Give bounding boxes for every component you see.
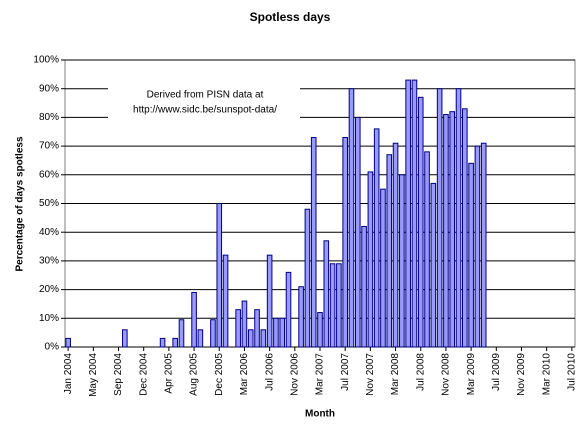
bar xyxy=(159,337,166,348)
bar xyxy=(361,225,367,348)
bar xyxy=(386,154,393,348)
bar xyxy=(342,136,348,348)
bar xyxy=(424,151,430,348)
annotation: http://www.sidc.be/sunspot-data/ xyxy=(133,105,277,116)
y-tick-label: 90% xyxy=(39,83,59,94)
bar xyxy=(430,182,437,348)
bar xyxy=(367,171,374,348)
bar xyxy=(266,254,273,348)
x-tick-label: Mar 2009 xyxy=(466,353,477,396)
bar xyxy=(191,291,197,348)
x-tick-label: Mar 2008 xyxy=(390,353,401,396)
bar xyxy=(241,300,248,348)
x-tick-label: May 2004 xyxy=(88,353,99,397)
bar xyxy=(449,111,456,348)
x-tick-label: Dec 2004 xyxy=(138,353,149,396)
y-tick-label: 30% xyxy=(39,256,59,267)
x-tick-label: Jul 2009 xyxy=(491,353,502,391)
bar xyxy=(468,162,474,348)
bar xyxy=(304,208,311,348)
y-tick-label: 60% xyxy=(39,169,59,180)
bar xyxy=(336,263,342,348)
bar xyxy=(222,254,229,348)
bar xyxy=(310,136,317,348)
bar xyxy=(122,329,128,348)
y-tick-label: 40% xyxy=(39,227,59,238)
y-tick-label: 0% xyxy=(45,342,60,353)
x-tick-label: Sep 2004 xyxy=(113,353,124,396)
x-tick-label: Jul 2006 xyxy=(264,353,275,391)
bar xyxy=(417,96,424,348)
bar xyxy=(254,309,260,348)
x-tick-label: Mar 2010 xyxy=(541,353,552,396)
y-axis-label: Percentage of days spotless xyxy=(15,136,26,271)
bar xyxy=(405,79,411,348)
y-tick-label: 80% xyxy=(39,112,59,123)
y-tick-label: 10% xyxy=(39,313,59,324)
bar xyxy=(178,319,185,348)
bar xyxy=(197,329,204,348)
x-tick-label: Nov 2006 xyxy=(289,353,300,396)
bar xyxy=(399,174,405,348)
bar xyxy=(323,240,330,348)
bar xyxy=(373,128,380,348)
bar xyxy=(235,309,241,348)
bar xyxy=(279,317,286,348)
y-tick-label: 100% xyxy=(33,55,59,66)
bar xyxy=(317,312,323,348)
bar xyxy=(354,116,361,348)
y-tick-label: 20% xyxy=(39,284,59,295)
bar xyxy=(172,337,178,348)
bar xyxy=(65,337,71,348)
chart-title: Spotless days xyxy=(250,10,331,24)
x-axis-label: Month xyxy=(305,409,335,420)
bar xyxy=(285,271,292,348)
bar xyxy=(455,88,462,348)
bar xyxy=(298,286,304,348)
x-tick-label: Jan 2004 xyxy=(63,353,74,395)
annotation: Derived from PISN data at xyxy=(147,90,264,101)
bar xyxy=(474,145,481,348)
bar xyxy=(411,79,418,348)
bar xyxy=(216,203,223,348)
bar xyxy=(348,88,355,348)
annotation-box xyxy=(108,86,300,118)
bar xyxy=(273,317,279,348)
bar xyxy=(392,142,399,348)
bar xyxy=(443,114,449,348)
bar xyxy=(260,329,267,348)
x-tick-label: Jul 2007 xyxy=(340,353,351,391)
x-tick-label: Mar 2007 xyxy=(315,353,326,396)
bar xyxy=(462,108,468,348)
y-tick-label: 70% xyxy=(39,141,59,152)
bar xyxy=(436,88,443,348)
x-tick-label: Dec 2005 xyxy=(214,353,225,396)
x-tick-label: Aug 2005 xyxy=(189,353,200,396)
bar xyxy=(247,329,254,348)
bar xyxy=(210,319,216,348)
bar xyxy=(480,142,487,348)
x-tick-label: Nov 2008 xyxy=(441,353,452,396)
x-tick-label: Nov 2007 xyxy=(365,353,376,396)
y-tick-label: 50% xyxy=(39,198,59,209)
x-tick-label: Jul 2010 xyxy=(566,353,577,391)
x-tick-label: Apr 2005 xyxy=(164,353,175,394)
bar xyxy=(380,188,386,348)
x-tick-label: Nov 2009 xyxy=(516,353,527,396)
x-tick-label: Mar 2006 xyxy=(239,353,250,396)
bar xyxy=(329,263,336,348)
x-tick-label: Jul 2008 xyxy=(415,353,426,391)
